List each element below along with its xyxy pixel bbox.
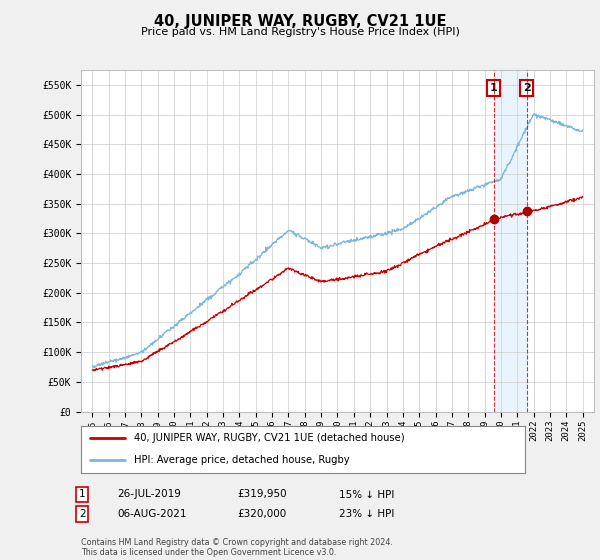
Bar <box>494 70 527 412</box>
Text: £320,000: £320,000 <box>237 509 286 519</box>
Text: Price paid vs. HM Land Registry's House Price Index (HPI): Price paid vs. HM Land Registry's House … <box>140 27 460 37</box>
Text: 2: 2 <box>79 509 86 519</box>
Text: 1: 1 <box>490 83 497 93</box>
Text: 15% ↓ HPI: 15% ↓ HPI <box>339 489 394 500</box>
Text: 40, JUNIPER WAY, RUGBY, CV21 1UE: 40, JUNIPER WAY, RUGBY, CV21 1UE <box>154 14 446 29</box>
Text: Contains HM Land Registry data © Crown copyright and database right 2024.
This d: Contains HM Land Registry data © Crown c… <box>81 538 393 557</box>
Text: 40, JUNIPER WAY, RUGBY, CV21 1UE (detached house): 40, JUNIPER WAY, RUGBY, CV21 1UE (detach… <box>134 433 405 444</box>
Text: 2: 2 <box>523 83 530 93</box>
Text: 23% ↓ HPI: 23% ↓ HPI <box>339 509 394 519</box>
Text: 26-JUL-2019: 26-JUL-2019 <box>117 489 181 500</box>
Text: 06-AUG-2021: 06-AUG-2021 <box>117 509 187 519</box>
Text: £319,950: £319,950 <box>237 489 287 500</box>
Text: HPI: Average price, detached house, Rugby: HPI: Average price, detached house, Rugb… <box>134 455 350 465</box>
Text: 1: 1 <box>79 489 86 500</box>
